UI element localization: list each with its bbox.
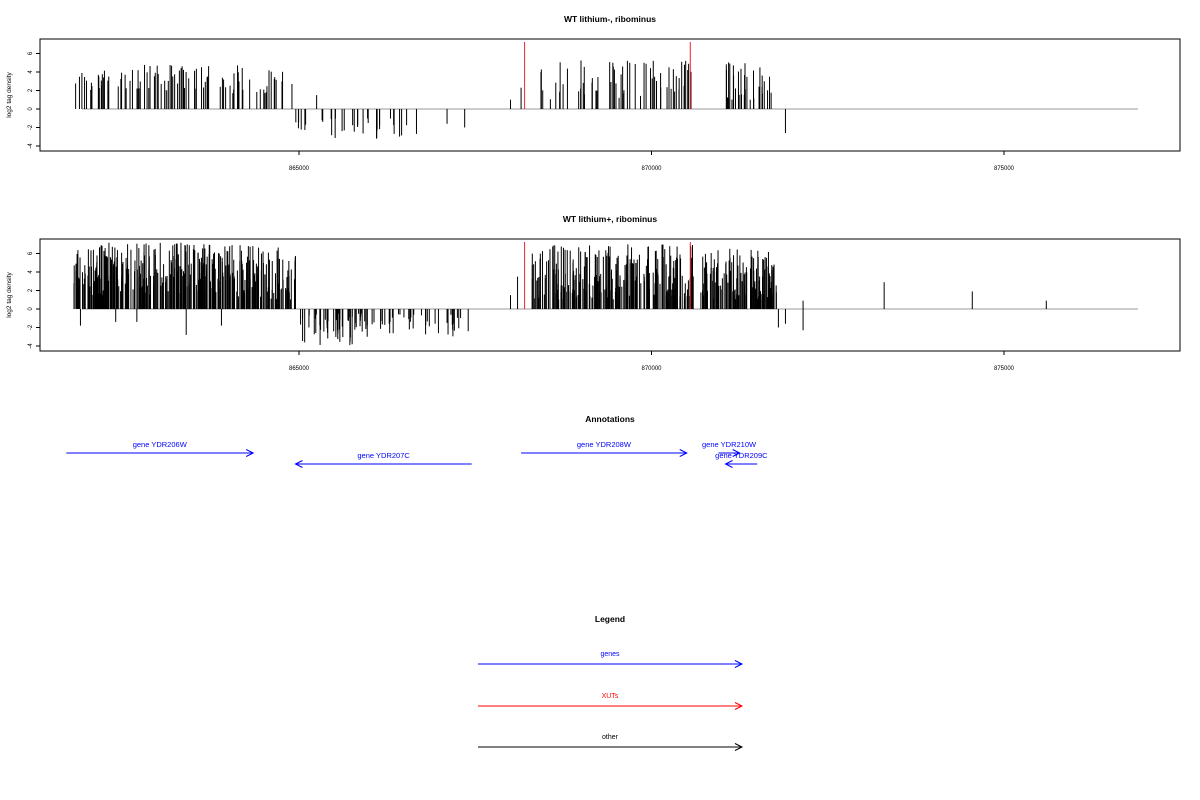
panel-2-title: WT lithium+, ribominus [563, 214, 657, 224]
y-tick-label: 2 [28, 288, 34, 292]
legend-item: genes [478, 651, 744, 668]
x-tick-label: 865000 [289, 166, 310, 172]
y-tick-label: -4 [28, 343, 34, 349]
y-tick-label: 0 [28, 307, 34, 311]
panel-2-y-axis: -4 -2 0 2 4 6 [28, 251, 41, 349]
panel-1-title: WT lithium-, ribominus [564, 14, 656, 24]
legend-panel: Legend genes XUTs other [478, 614, 744, 751]
y-tick-label: 6 [28, 51, 34, 55]
gene-annotation: gene YDR207C [294, 451, 472, 468]
y-tick-label: 4 [28, 270, 34, 274]
legend-item: other [478, 734, 744, 751]
y-tick-label: 4 [28, 70, 34, 74]
panel-lithium-plus: WT lithium+, ribominus log2 tag density … [6, 214, 1181, 372]
gene-label: gene YDR210W [702, 440, 757, 449]
gene-arrow-head [679, 449, 688, 457]
panel-2-bars [73, 242, 1047, 346]
gene-label: gene YDR207C [357, 451, 410, 460]
legend-label: genes [600, 651, 620, 658]
gene-annotation: gene YDR208W [521, 440, 688, 457]
panel-1-x-axis: 865000 870000 875000 [289, 151, 1015, 172]
gene-arrow-head [245, 449, 255, 457]
gene-label: gene YDR206W [133, 440, 188, 449]
y-tick-label: -2 [28, 124, 34, 130]
panel-lithium-minus: WT lithium-, ribominus log2 tag density … [6, 14, 1181, 172]
gene-arrow-head [724, 460, 733, 468]
legend-title: Legend [595, 614, 625, 624]
panel-1-y-axis: -4 -2 0 2 4 6 [28, 51, 41, 149]
x-tick-label: 875000 [994, 366, 1015, 372]
gene-annotation: gene YDR209C [715, 451, 768, 468]
x-tick-label: 875000 [994, 166, 1015, 172]
panel-2-x-axis: 865000 870000 875000 [289, 351, 1015, 372]
annotation-genes: gene YDR206W gene YDR207C gene YDR208W gene… [66, 440, 768, 468]
x-tick-label: 870000 [641, 166, 662, 172]
gene-label: gene YDR209C [715, 451, 768, 460]
gene-label: gene YDR208W [577, 440, 632, 449]
legend-items: genes XUTs other [478, 651, 744, 751]
gene-arrow-head [732, 449, 741, 457]
gene-arrow-head [734, 702, 744, 710]
panel-1-y-axis-label: log2 tag density [6, 71, 13, 117]
x-tick-label: 870000 [641, 366, 662, 372]
panel-1-bars [75, 60, 786, 139]
panel-1-xut-markers [524, 42, 691, 109]
gene-arrow-head [294, 460, 303, 468]
legend-item: XUTs [478, 693, 744, 710]
x-tick-label: 865000 [289, 366, 310, 372]
gene-arrow-head [734, 660, 744, 668]
y-tick-label: -2 [28, 324, 34, 330]
gene-annotation: gene YDR210W [702, 440, 757, 457]
y-tick-label: -4 [28, 143, 34, 149]
legend-label: XUTs [602, 693, 619, 700]
legend-label: other [602, 734, 619, 741]
gene-arrow-head [734, 743, 744, 751]
gene-annotation: gene YDR206W [66, 440, 255, 457]
panel-2-y-axis-label: log2 tag density [6, 271, 13, 317]
y-tick-label: 6 [28, 251, 34, 255]
annotations-title: Annotations [585, 414, 635, 424]
panel-2-xut-markers [524, 242, 691, 309]
y-tick-label: 2 [28, 88, 34, 92]
y-tick-label: 0 [28, 107, 34, 111]
